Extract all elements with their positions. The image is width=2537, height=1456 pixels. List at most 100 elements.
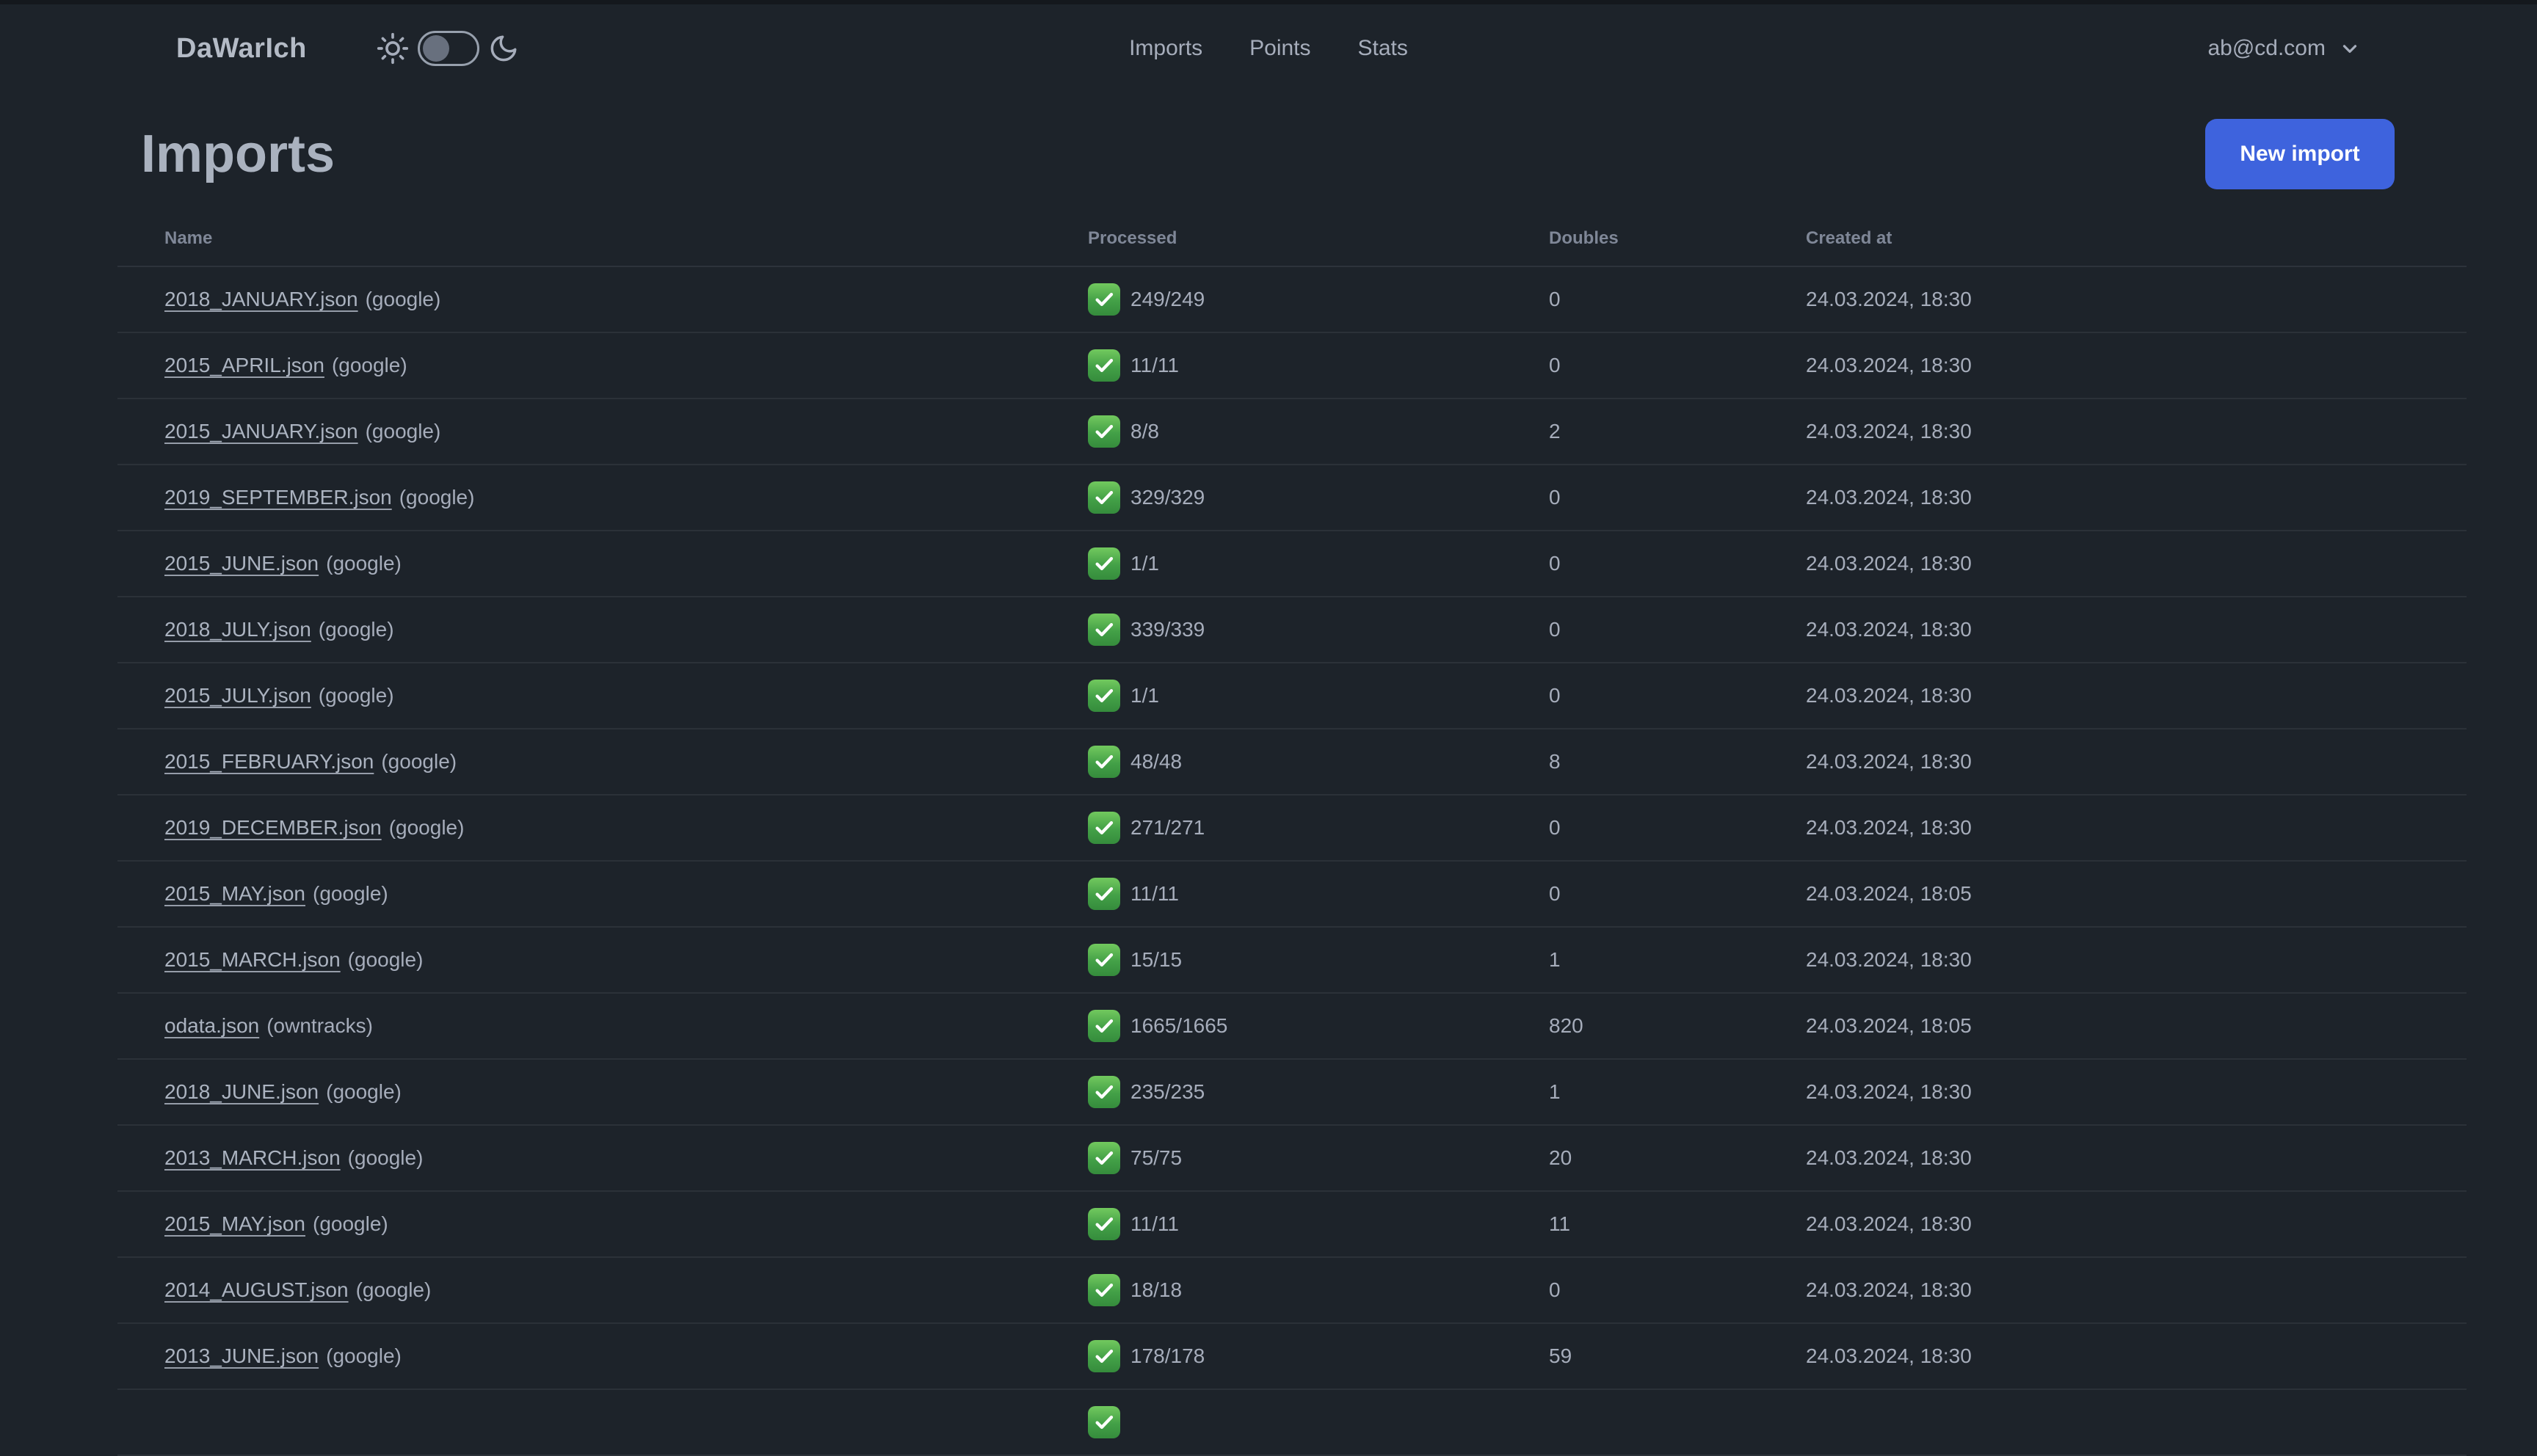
file-link[interactable]: 2015_JULY.json	[164, 684, 311, 707]
processed-count: 48/48	[1130, 750, 1183, 773]
check-emoji-icon	[1088, 481, 1120, 514]
processed-cell: 11/11	[1064, 878, 1525, 910]
name-cell: 2019_SEPTEMBER.json (google)	[117, 486, 1064, 509]
user-menu[interactable]: ab@cd.com	[2207, 36, 2361, 61]
nav-link-points[interactable]: Points	[1249, 36, 1311, 60]
created-at-cell: 24.03.2024, 18:30	[1806, 486, 1972, 509]
created-at-cell: 24.03.2024, 18:30	[1806, 816, 1972, 839]
check-emoji-icon	[1088, 349, 1120, 382]
file-link[interactable]: 2015_MAY.json	[164, 882, 305, 905]
table-row: 2015_FEBRUARY.json (google) 48/48 8 24.03…	[117, 729, 2467, 796]
table-row: 2015_JANUARY.json (google) 8/8 2 24.03.20…	[117, 399, 2467, 465]
column-header-doubles: Doubles	[1549, 228, 1619, 248]
check-emoji-icon	[1088, 547, 1120, 580]
file-link[interactable]: 2018_JANUARY.json	[164, 288, 358, 310]
check-emoji-icon	[1088, 415, 1120, 448]
sun-icon	[377, 32, 409, 65]
name-cell: 2015_APRIL.json (google)	[117, 354, 1064, 377]
processed-count: 11/11	[1130, 1212, 1179, 1235]
created-at-cell: 24.03.2024, 18:30	[1806, 1080, 1972, 1103]
check-emoji-icon	[1088, 614, 1120, 646]
processed-count: 8/8	[1130, 420, 1159, 443]
file-link[interactable]: 2019_SEPTEMBER.json	[164, 486, 392, 509]
brand-logo[interactable]: DaWarIch	[176, 32, 307, 64]
created-at-cell: 24.03.2024, 18:05	[1806, 1014, 1972, 1037]
processed-count: 18/18	[1130, 1278, 1183, 1301]
table-row: 2019_SEPTEMBER.json (google) 329/329 0 24…	[117, 465, 2467, 531]
processed-count: 339/339	[1130, 618, 1205, 641]
file-link[interactable]: 2015_FEBRUARY.json	[164, 750, 374, 773]
table-row: 2015_MARCH.json (google) 15/15 1 24.03.20…	[117, 928, 2467, 994]
check-emoji-icon	[1088, 1010, 1120, 1042]
table-header-row: Name Processed Doubles Created at	[117, 211, 2467, 267]
processed-cell: 15/15	[1064, 944, 1525, 976]
file-link[interactable]: 2015_JUNE.json	[164, 552, 319, 575]
check-emoji-icon	[1088, 1142, 1120, 1174]
toggle-knob	[422, 35, 449, 62]
main-nav: Imports Points Stats	[1129, 36, 1408, 61]
processed-cell: 178/178	[1064, 1340, 1525, 1372]
file-source: (google)	[313, 882, 388, 905]
window-top-edge	[0, 0, 2537, 4]
chevron-down-icon	[2339, 37, 2361, 59]
check-emoji-icon	[1088, 812, 1120, 844]
created-at-cell: 24.03.2024, 18:30	[1806, 618, 1972, 641]
file-source: (google)	[318, 684, 394, 707]
file-link[interactable]: 2019_DECEMBER.json	[164, 816, 382, 839]
table-row	[117, 1390, 2467, 1456]
name-cell	[117, 1410, 1064, 1434]
processed-count: 271/271	[1130, 816, 1205, 839]
name-cell: 2015_MARCH.json (google)	[117, 948, 1064, 972]
file-source: (google)	[326, 1080, 402, 1103]
theme-toggle[interactable]	[377, 31, 519, 66]
table-row: 2014_AUGUST.json (google) 18/18 0 24.03.2…	[117, 1258, 2467, 1324]
column-header-processed: Processed	[1088, 228, 1177, 248]
name-cell: 2015_FEBRUARY.json (google)	[117, 750, 1064, 774]
check-emoji-icon	[1088, 283, 1120, 316]
file-source: (google)	[347, 948, 424, 971]
file-source: (google)	[388, 816, 465, 839]
page-title: Imports	[141, 125, 335, 183]
created-at-cell: 24.03.2024, 18:30	[1806, 288, 1972, 310]
table-row: 2018_JUNE.json (google) 235/235 1 24.03.2…	[117, 1060, 2467, 1126]
file-source: (google)	[399, 486, 475, 509]
file-link[interactable]: 2014_AUGUST.json	[164, 1278, 349, 1301]
file-link[interactable]: 2015_MARCH.json	[164, 948, 341, 971]
processed-cell: 8/8	[1064, 415, 1525, 448]
table-row: 2015_MAY.json (google) 11/11 11 24.03.202…	[117, 1192, 2467, 1258]
file-link[interactable]: 2018_JUNE.json	[164, 1080, 319, 1103]
file-source: (google)	[365, 420, 441, 443]
file-link[interactable]: 2018_JULY.json	[164, 618, 311, 641]
processed-cell: 235/235	[1064, 1076, 1525, 1108]
file-link[interactable]: 2013_JUNE.json	[164, 1344, 319, 1367]
doubles-cell: 0	[1549, 816, 1561, 839]
processed-count: 75/75	[1130, 1146, 1183, 1169]
nav-link-imports[interactable]: Imports	[1129, 36, 1203, 60]
file-link[interactable]: 2015_APRIL.json	[164, 354, 324, 376]
processed-count: 329/329	[1130, 486, 1205, 509]
page-header: Imports New import	[141, 119, 2467, 189]
file-source: (google)	[331, 354, 407, 376]
nav-link-stats[interactable]: Stats	[1357, 36, 1408, 60]
name-cell: 2015_JANUARY.json (google)	[117, 420, 1064, 443]
file-link[interactable]: odata.json	[164, 1014, 260, 1037]
new-import-button[interactable]: New import	[2205, 119, 2395, 189]
processed-count: 1/1	[1130, 552, 1159, 575]
file-source: (google)	[347, 1146, 424, 1169]
processed-cell	[1064, 1406, 1525, 1438]
processed-count: 15/15	[1130, 948, 1183, 971]
created-at-cell: 24.03.2024, 18:30	[1806, 1344, 1972, 1367]
processed-count: 235/235	[1130, 1080, 1205, 1103]
file-link[interactable]: 2013_MARCH.json	[164, 1146, 341, 1169]
name-cell: 2015_MAY.json (google)	[117, 882, 1064, 906]
name-cell: 2019_DECEMBER.json (google)	[117, 816, 1064, 840]
created-at-cell: 24.03.2024, 18:30	[1806, 354, 1972, 376]
processed-cell: 249/249	[1064, 283, 1525, 316]
doubles-cell: 0	[1549, 684, 1561, 707]
file-link[interactable]: 2015_JANUARY.json	[164, 420, 358, 443]
table-row: 2019_DECEMBER.json (google) 271/271 0 24.…	[117, 796, 2467, 862]
doubles-cell: 0	[1549, 486, 1561, 509]
file-link[interactable]: 2015_MAY.json	[164, 1212, 305, 1235]
theme-toggle-switch[interactable]	[417, 31, 479, 66]
file-source: (google)	[326, 552, 402, 575]
